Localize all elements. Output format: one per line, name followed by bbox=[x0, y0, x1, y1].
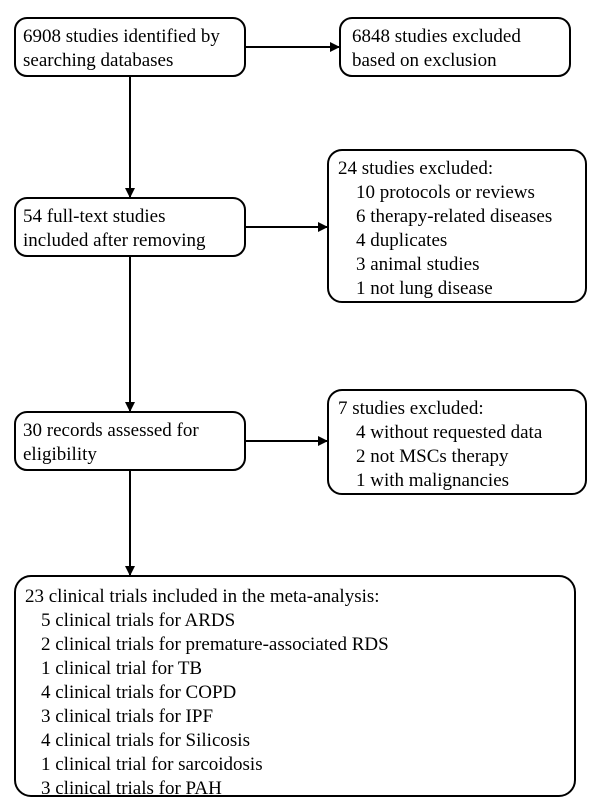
node-identified: 6908 studies identified by searching data… bbox=[15, 18, 245, 76]
node-excluded3: 7 studies excluded: 4 without requested d… bbox=[328, 390, 586, 494]
node-identified-line-1: searching databases bbox=[23, 50, 173, 71]
node-excluded1-line-0: 6848 studies excluded bbox=[352, 26, 521, 47]
node-excluded3-line-1: 4 without requested data bbox=[356, 422, 543, 443]
node-final-line-6: 4 clinical trials for Silicosis bbox=[41, 730, 250, 751]
node-records-line-0: 30 records assessed for bbox=[23, 420, 199, 441]
node-identified-line-0: 6908 studies identified by bbox=[23, 26, 220, 47]
node-excluded3-line-3: 1 with malignancies bbox=[356, 470, 509, 491]
node-final-line-5: 3 clinical trials for IPF bbox=[41, 706, 213, 727]
node-excluded2-line-1: 10 protocols or reviews bbox=[356, 182, 535, 203]
node-records-line-1: eligibility bbox=[23, 444, 97, 465]
node-excluded2-line-4: 3 animal studies bbox=[356, 254, 479, 275]
node-records: 30 records assessed for eligibility bbox=[15, 412, 245, 470]
node-final-line-2: 2 clinical trials for premature-associat… bbox=[41, 634, 389, 655]
node-excluded2: 24 studies excluded: 10 protocols or revi… bbox=[328, 150, 586, 302]
nodes-layer: 6908 studies identified by searching data… bbox=[15, 18, 586, 799]
node-excluded3-line-2: 2 not MSCs therapy bbox=[356, 446, 509, 467]
node-final-line-8: 3 clinical trials for PAH bbox=[41, 778, 222, 799]
prisma-flowchart: 6908 studies identified by searching data… bbox=[0, 0, 600, 809]
node-fulltext-line-0: 54 full-text studies bbox=[23, 206, 165, 227]
node-fulltext-line-1: included after removing bbox=[23, 230, 206, 251]
node-excluded2-line-0: 24 studies excluded: bbox=[338, 158, 493, 179]
node-final-line-4: 4 clinical trials for COPD bbox=[41, 682, 236, 703]
node-excluded1: 6848 studies excluded based on exclusion bbox=[340, 18, 570, 76]
node-final: 23 clinical trials included in the meta-… bbox=[15, 576, 575, 799]
node-excluded2-line-3: 4 duplicates bbox=[356, 230, 447, 251]
node-final-line-3: 1 clinical trial for TB bbox=[41, 658, 202, 679]
node-excluded2-line-5: 1 not lung disease bbox=[356, 278, 493, 299]
edges-layer bbox=[130, 47, 340, 576]
node-final-line-1: 5 clinical trials for ARDS bbox=[41, 610, 235, 631]
node-fulltext: 54 full-text studies included after remov… bbox=[15, 198, 245, 256]
node-excluded3-line-0: 7 studies excluded: bbox=[338, 398, 484, 419]
node-excluded2-line-2: 6 therapy-related diseases bbox=[356, 206, 552, 227]
node-final-line-7: 1 clinical trial for sarcoidosis bbox=[41, 754, 263, 775]
node-excluded1-line-1: based on exclusion bbox=[352, 50, 497, 71]
node-final-line-0: 23 clinical trials included in the meta-… bbox=[25, 586, 380, 607]
